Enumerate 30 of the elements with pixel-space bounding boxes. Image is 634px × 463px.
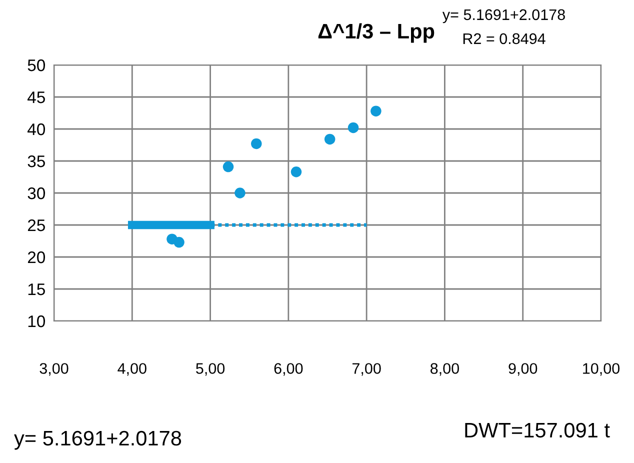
point bbox=[251, 138, 262, 150]
y-tick-label: 45 bbox=[28, 92, 45, 104]
y-tick-label: 10 bbox=[28, 315, 46, 328]
x-tick-label: 9,00 bbox=[508, 363, 538, 376]
y-tick-label: 35 bbox=[28, 155, 45, 168]
point bbox=[324, 134, 336, 145]
text: y= 5.1691+2.0178 bbox=[442, 9, 565, 24]
chart-title: Δ^1/3 – Lpp bbox=[318, 23, 434, 43]
x-tick-label: 6,00 bbox=[274, 363, 303, 376]
x-tick-label: 3,00 bbox=[40, 363, 68, 376]
point bbox=[348, 122, 359, 134]
point bbox=[370, 106, 382, 116]
point bbox=[234, 188, 246, 198]
y-tick-label: 15 bbox=[28, 284, 45, 296]
text: DWT=157.091 t bbox=[465, 422, 610, 438]
y-tick-label: 50 bbox=[28, 59, 46, 72]
y-tick-label: 40 bbox=[28, 123, 46, 136]
point bbox=[222, 161, 234, 172]
point bbox=[174, 236, 184, 248]
y-tick-label: 20 bbox=[28, 251, 46, 264]
x-tick-label: 10,00 bbox=[583, 363, 620, 376]
point bbox=[290, 166, 302, 178]
x-tick-label: 8,00 bbox=[430, 363, 459, 376]
x-tick-label: 5,00 bbox=[196, 363, 225, 376]
y-tick-label: 25 bbox=[28, 219, 45, 232]
text: y= 5.1691+2.0178 bbox=[14, 430, 182, 450]
text: R2 = 0.8494 bbox=[463, 33, 546, 44]
y-tick-label: 30 bbox=[28, 187, 46, 200]
x-tick-label: 4,00 bbox=[118, 363, 146, 376]
x-tick-label: 7,00 bbox=[352, 363, 381, 376]
